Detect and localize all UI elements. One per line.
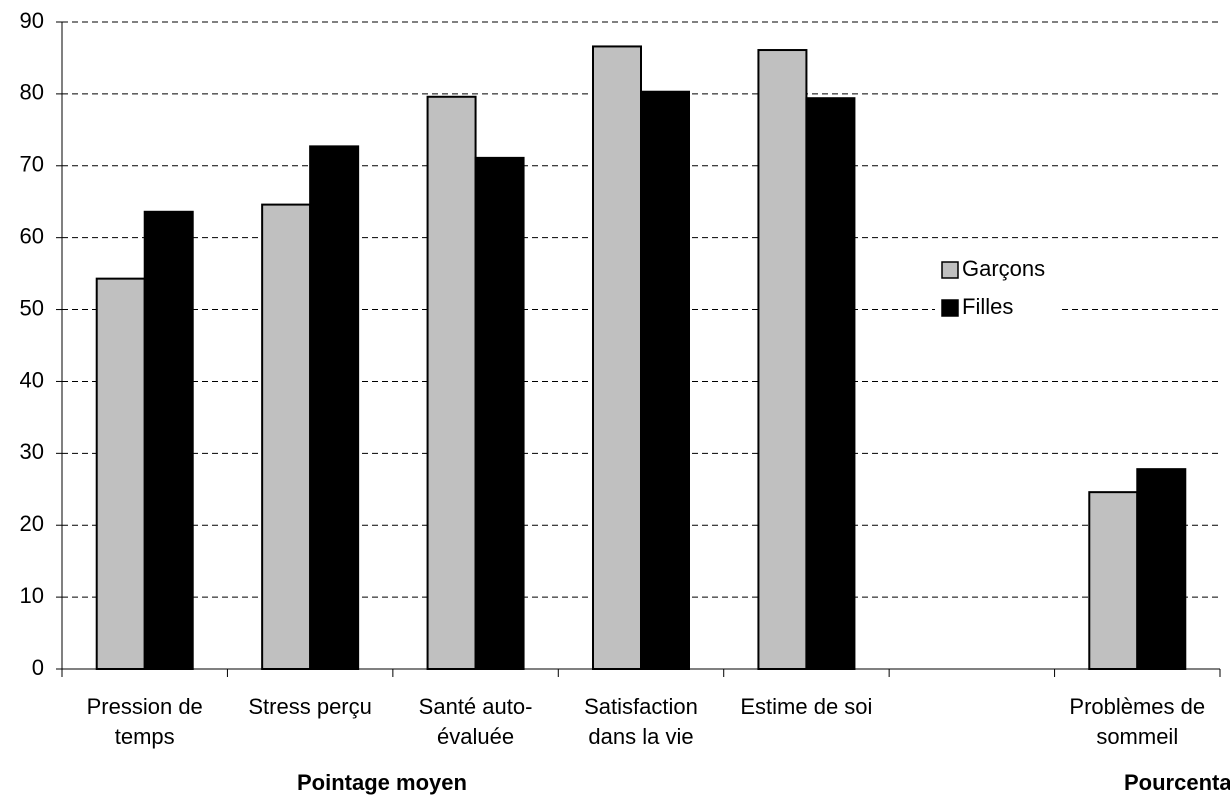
y-tick-label: 70 [20,152,44,177]
bar [426,95,477,670]
y-tick-label: 10 [20,583,44,608]
x-tick-label: Pression de temps [86,694,203,749]
bar [805,97,856,671]
y-tick-label: 50 [20,295,44,320]
bar [592,45,642,671]
y-tick-label: 0 [32,655,44,680]
y-tick-label: 20 [20,511,44,536]
x-tick-label: Problèmes de sommeil [1069,694,1206,749]
y-tick-label: 60 [20,223,44,248]
bar [474,156,525,670]
bar [261,203,312,670]
x-tick-label: Estime de soi [740,694,873,719]
y-tick-label: 80 [20,80,44,105]
y-tick-label: 90 [20,8,44,33]
bar [1136,468,1187,670]
legend-label: Garçons [962,256,1045,281]
x-tick-label: Santé auto-évaluée [418,694,533,749]
y-tick-label: 40 [20,367,44,392]
legend-swatch [941,261,959,279]
bar [309,145,360,670]
bar [95,277,146,670]
bar [143,210,194,671]
x-tick-label: Stress perçu [248,694,372,719]
legend-label: Filles [962,294,1013,319]
bar [757,49,808,670]
y-tick-label: 30 [20,439,44,464]
bar [640,90,690,670]
x-tick-label: Satisfaction dans la vie [584,694,698,749]
annotation: Pointage moyen [297,770,467,795]
legend-swatch [941,299,959,317]
annotation: Pourcentage [1124,770,1230,795]
bar [1088,491,1139,670]
